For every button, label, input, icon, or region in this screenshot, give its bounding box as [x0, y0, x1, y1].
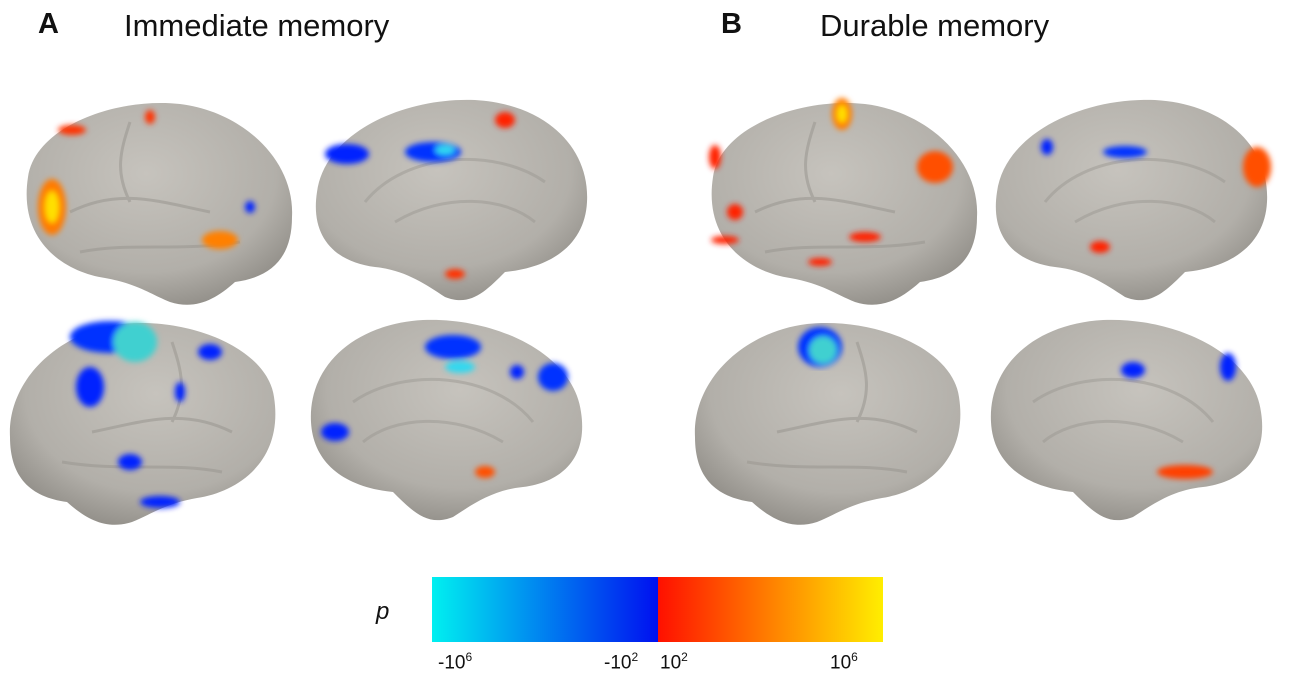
- brain-medial: [991, 320, 1262, 520]
- brain-lateral: [695, 323, 960, 525]
- colorbar: [432, 577, 883, 642]
- colorbar-positive: [658, 577, 884, 642]
- tick-base: -10: [604, 652, 631, 673]
- colorbar-tick: -102: [604, 650, 638, 674]
- tick-base: 10: [830, 652, 851, 673]
- brain-renderings: [0, 0, 1289, 560]
- tick-exponent: 2: [631, 650, 638, 664]
- brain-medial: [996, 100, 1271, 300]
- tick-base: -10: [438, 652, 465, 673]
- colorbar-tick: 106: [830, 650, 858, 674]
- tick-exponent: 2: [681, 650, 688, 664]
- colorbar-tick: -106: [438, 650, 472, 674]
- brain-medial: [316, 100, 587, 300]
- colorbar-label: p: [376, 598, 389, 626]
- brain-lateral: [709, 98, 977, 305]
- colorbar-tick: 102: [660, 650, 688, 674]
- brain-lateral: [10, 321, 275, 525]
- brain-medial: [311, 320, 582, 520]
- tick-base: 10: [660, 652, 681, 673]
- figure: {"panels": [ {"letter": "A", "title": "I…: [0, 0, 1289, 672]
- tick-exponent: 6: [851, 650, 858, 664]
- colorbar-negative: [432, 577, 658, 642]
- brain-lateral: [27, 103, 292, 305]
- tick-exponent: 6: [465, 650, 472, 664]
